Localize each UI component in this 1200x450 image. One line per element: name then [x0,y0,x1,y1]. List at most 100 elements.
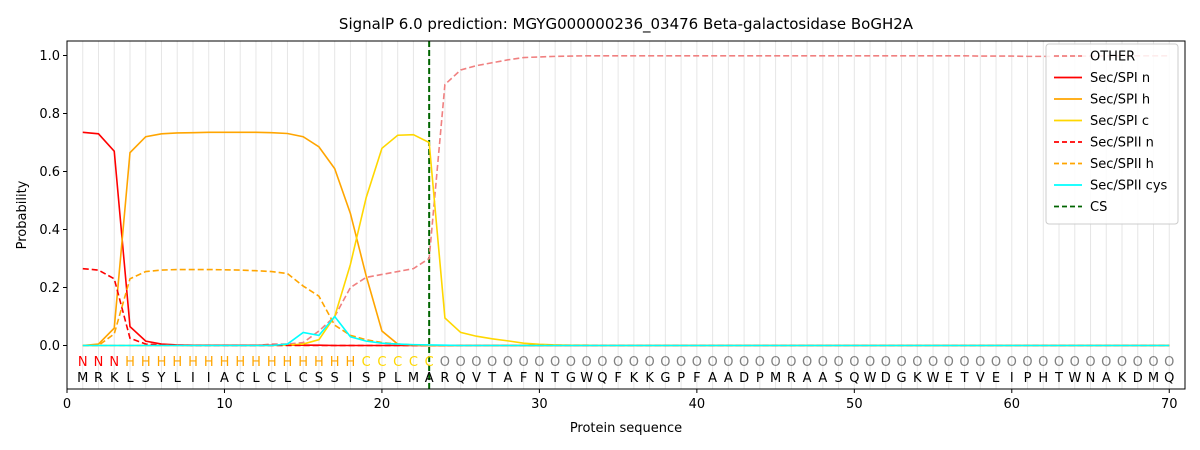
region-label: N [109,355,119,370]
legend-label: Sec/SPI h [1090,93,1150,108]
region-label: O [534,355,544,370]
plot-frame [66,40,1186,390]
region-label: O [1054,355,1064,370]
residue-label: D [1133,371,1143,386]
residue-label: V [976,371,985,386]
grid-lines [82,41,1170,389]
y-tick-label: 0.0 [39,339,60,354]
legend-label: Sec/SPI c [1090,114,1149,129]
residue-label: F [693,371,700,386]
residue-label: A [803,371,812,386]
residue-label: C [236,371,245,386]
residue-label: S [362,371,370,386]
residue-label: R [787,371,796,386]
region-label: C [425,355,434,370]
legend-label: Sec/SPII cys [1090,179,1168,194]
series-line-2 [82,131,1170,347]
x-axis: 0 10 20 30 40 50 60 70 [63,389,1178,412]
region-label: H [172,355,182,370]
region-label: C [393,355,402,370]
region-label: O [692,355,702,370]
legend-label: Sec/SPI n [1090,71,1150,86]
residue-label: S [142,371,150,386]
residue-label: E [992,371,1000,386]
residue-label: K [913,371,922,386]
residue-label: V [472,371,481,386]
residue-label: R [94,371,103,386]
residue-label: L [252,371,260,386]
region-label: O [944,355,954,370]
region-label: H [235,355,245,370]
x-tick-label: 10 [216,397,233,412]
residue-label: H [1038,371,1048,386]
residue-label: G [660,371,670,386]
region-label: O [975,355,985,370]
residue-label: T [960,371,969,386]
residue-label: R [440,371,449,386]
residue-label: F [614,371,621,386]
x-axis-label: Protein sequence [570,421,682,436]
residue-label: W [927,371,940,386]
residue-label: N [535,371,545,386]
region-label: O [629,355,639,370]
region-label: O [723,355,733,370]
region-label: O [645,355,655,370]
region-label: O [818,355,828,370]
x-tick-label: 40 [689,397,706,412]
residue-label: A [818,371,827,386]
region-label: H [188,355,198,370]
region-label: O [660,355,670,370]
region-label: O [912,355,922,370]
x-tick-label: 60 [1004,397,1021,412]
residue-label: A [425,371,434,386]
residue-label: T [1054,371,1063,386]
region-label: O [582,355,592,370]
region-label: O [1070,355,1080,370]
region-label: H [330,355,340,370]
residue-label: Q [1164,371,1174,386]
region-label: C [377,355,386,370]
residue-label: C [299,371,308,386]
region-label: O [566,355,576,370]
residue-label: M [770,371,781,386]
residue-label: M [1148,371,1159,386]
residue-label: L [126,371,134,386]
region-label: O [770,355,780,370]
chart-title: SignalP 6.0 prediction: MGYG000000236_03… [339,15,914,34]
region-label: O [896,355,906,370]
region-label: O [456,355,466,370]
region-label: O [1085,355,1095,370]
region-label: O [833,355,843,370]
y-axis-label: Probability [15,180,30,249]
residue-label: T [550,371,559,386]
region-label: O [519,355,529,370]
region-label: O [739,355,749,370]
region-label: O [881,355,891,370]
series-line-3 [82,133,1170,347]
residue-label: P [378,371,386,386]
region-label: H [141,355,151,370]
region-label: O [707,355,717,370]
residue-label: I [207,371,211,386]
legend-label: Sec/SPII h [1090,157,1154,172]
residue-label: L [394,371,402,386]
region-label: H [267,355,277,370]
residue-label: I [191,371,195,386]
region-label: H [314,355,324,370]
region-label: O [755,355,765,370]
region-label: O [849,355,859,370]
series-line-0 [82,54,1170,347]
residue-label: F [520,371,527,386]
residue-label: G [566,371,576,386]
series-layer [82,54,1170,347]
residue-label: E [945,371,953,386]
region-label: H [298,355,308,370]
region-label: O [440,355,450,370]
residue-label: M [408,371,419,386]
region-label: O [959,355,969,370]
x-tick-label: 0 [63,397,71,412]
residue-label: D [881,371,891,386]
region-label: O [1117,355,1127,370]
residue-label: P [756,371,764,386]
residue-label: A [503,371,512,386]
